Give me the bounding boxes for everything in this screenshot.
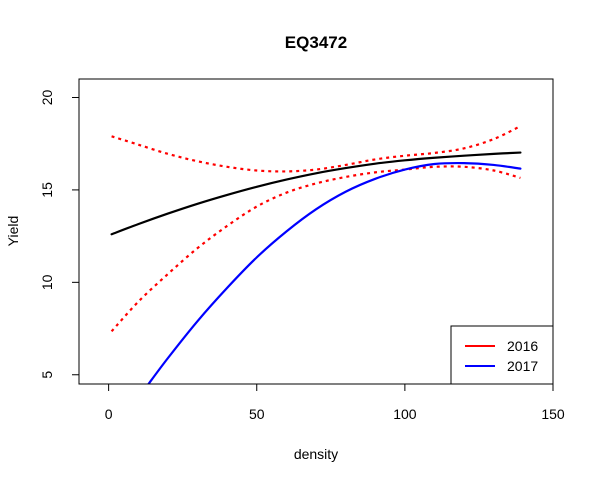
- plot-frame: [78, 78, 554, 385]
- legend-box: [450, 325, 554, 385]
- y-tick-label: 10: [39, 274, 55, 290]
- series-fitted-line: [110, 151, 522, 236]
- series-2016-dotted-2: [110, 165, 521, 333]
- series-2017-line: [147, 161, 522, 384]
- series-2016-dotted-1: [111, 125, 521, 173]
- y-tick-label: 15: [39, 182, 55, 198]
- y-tick-label: 5: [39, 371, 55, 379]
- x-tick-label: 100: [393, 406, 417, 422]
- chart-title: EQ3472: [285, 33, 347, 52]
- x-tick-label: 150: [541, 406, 565, 422]
- x-tick-label: 50: [249, 406, 265, 422]
- legend-label-2016: 2016: [507, 338, 538, 354]
- legend: 2016 2017: [450, 325, 554, 385]
- x-axis-title: density: [294, 446, 338, 462]
- series-layer: [110, 125, 522, 384]
- y-tick-label: 20: [39, 89, 55, 105]
- legend-label-2017: 2017: [507, 358, 538, 374]
- y-axis-title: Yield: [5, 216, 21, 247]
- x-tick-label: 0: [105, 406, 113, 422]
